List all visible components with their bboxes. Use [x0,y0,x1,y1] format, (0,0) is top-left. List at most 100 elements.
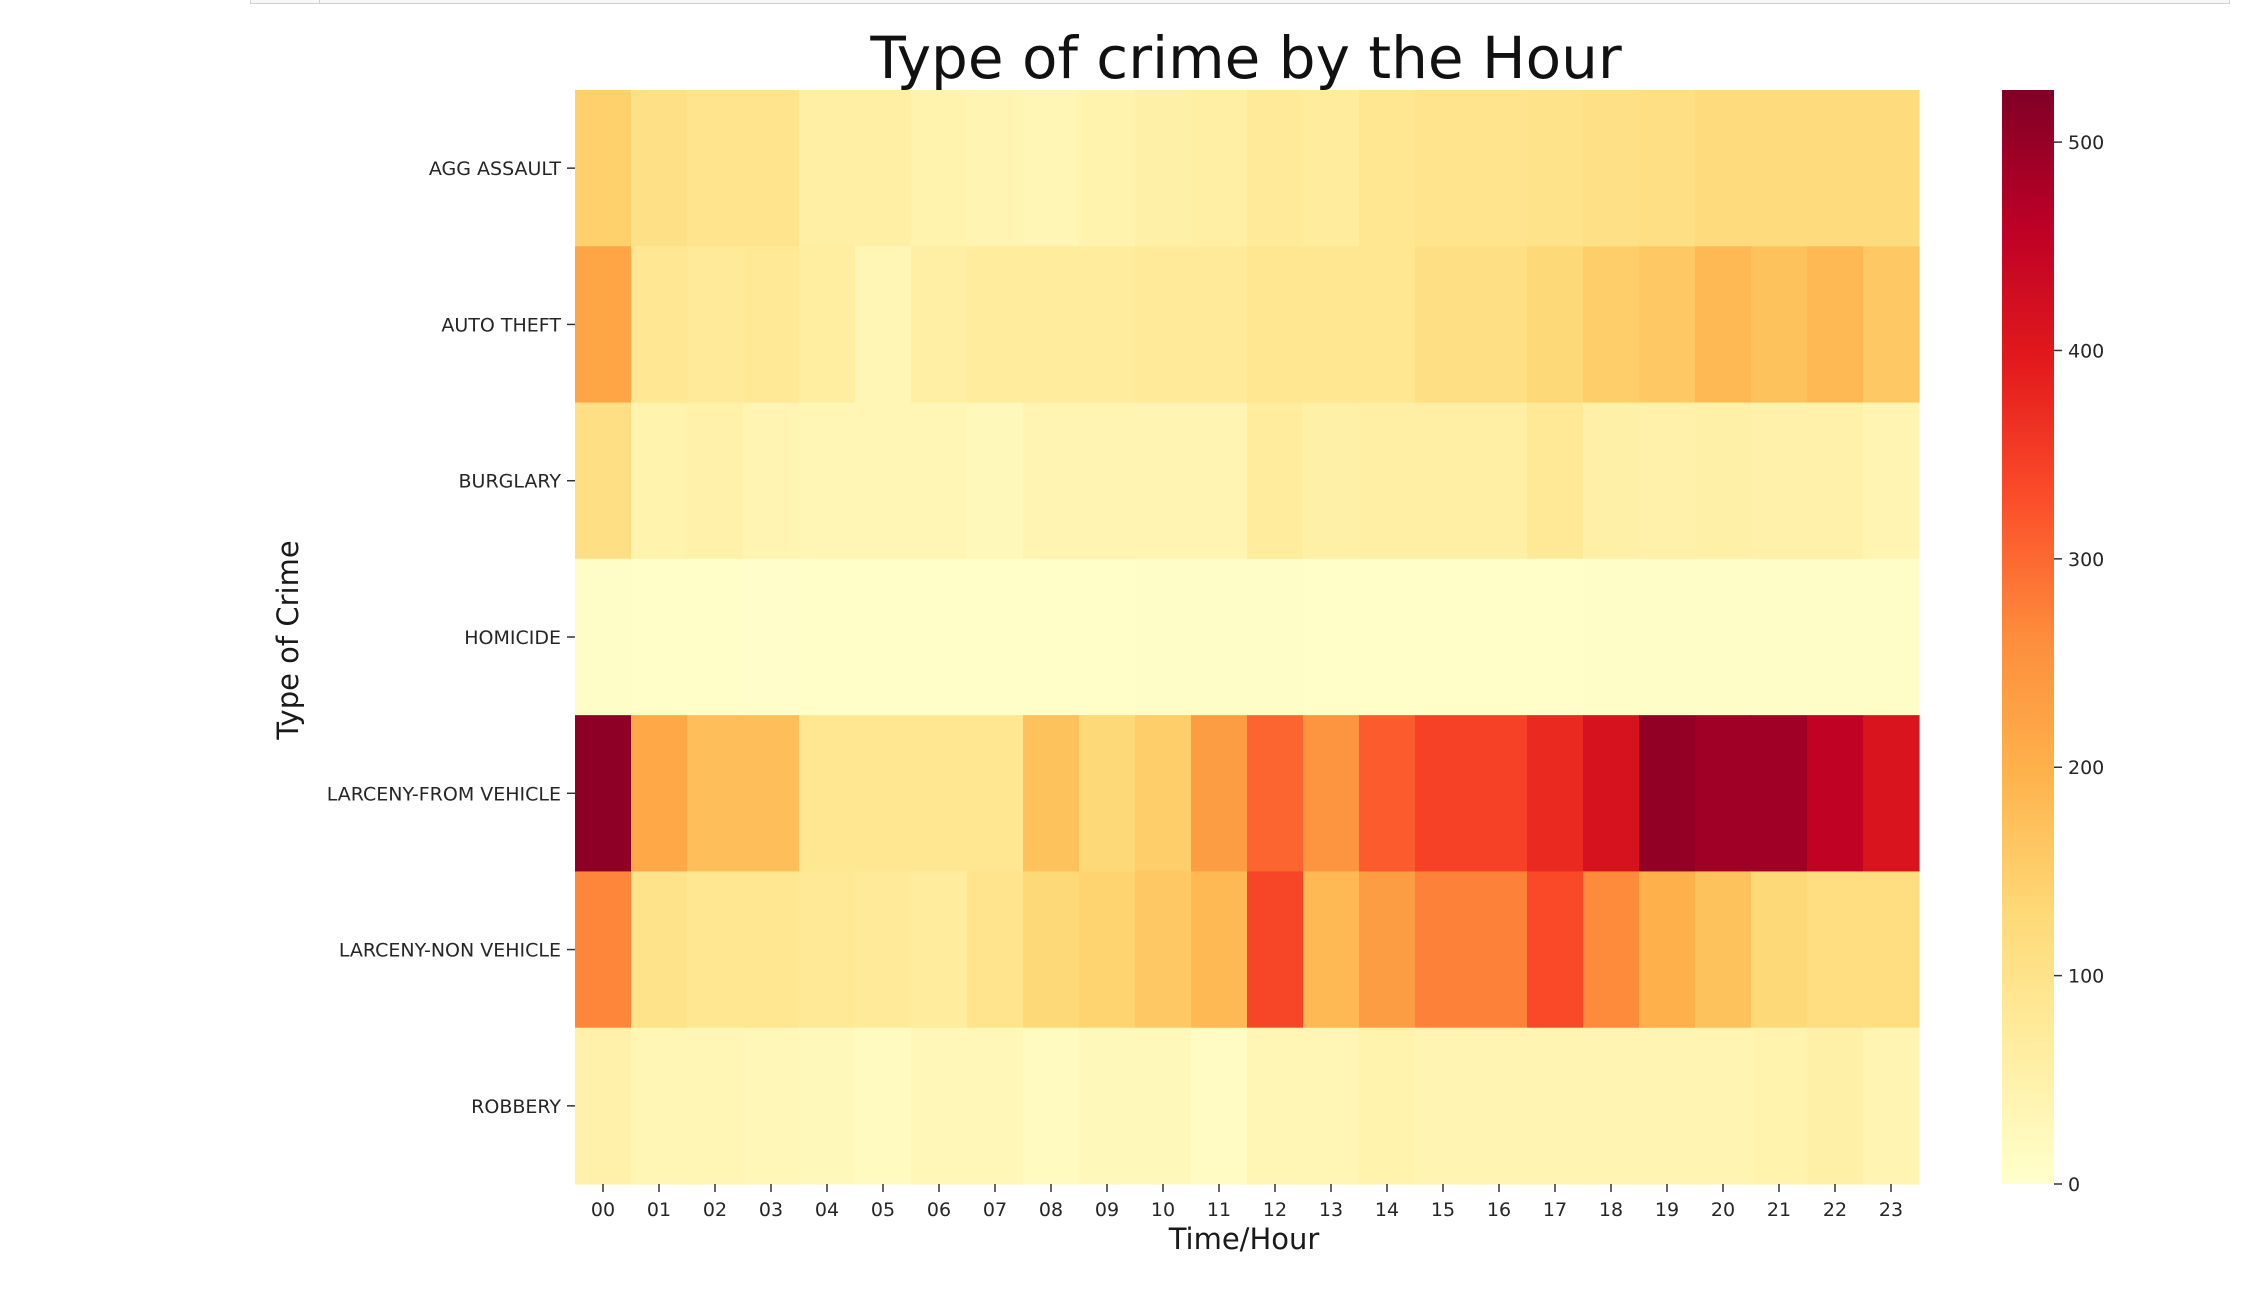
heatmap-cell-5-6 [911,871,968,1029]
heatmap-cell-3-18 [1583,558,1640,716]
heatmap-cell-2-17 [1527,402,1584,560]
heatmap-cell-1-8 [1023,246,1080,404]
heatmap-cell-2-3 [743,402,800,560]
heatmap-cell-4-6 [911,715,968,873]
heatmap-cell-5-14 [1359,871,1416,1029]
heatmap-cell-5-16 [1471,871,1528,1029]
y-tick-label: AUTO THEFT [441,314,561,336]
heatmap-cell-4-15 [1415,715,1472,873]
heatmap-cell-6-23 [1863,1027,1920,1185]
heatmap-cell-0-16 [1471,90,1528,247]
heatmap-cell-3-23 [1863,558,1920,716]
heatmap-cell-2-16 [1471,402,1528,560]
y-tick-label: ROBBERY [471,1096,561,1118]
heatmap-cell-1-4 [799,246,856,404]
heatmap-cell-3-17 [1527,558,1584,716]
x-tick-label: 10 [1151,1199,1175,1221]
colorbar-ticks: 0 100 200 300 400 500 [2054,132,2104,1196]
heatmap-cell-5-17 [1527,871,1584,1029]
heatmap-cell-0-17 [1527,90,1584,247]
heatmap-cell-5-8 [1023,871,1080,1029]
x-tick-label: 00 [591,1199,615,1221]
heatmap-cell-5-11 [1191,871,1248,1029]
heatmap-cell-6-6 [911,1027,968,1185]
heatmap-cell-2-11 [1191,402,1248,560]
heatmap-cell-2-8 [1023,402,1080,560]
heatmap-cell-5-20 [1695,871,1752,1029]
heatmap-cell-6-13 [1303,1027,1360,1185]
heatmap-cell-6-22 [1807,1027,1864,1185]
heatmap-cell-1-2 [687,246,744,404]
heatmap-cell-5-19 [1639,871,1696,1029]
heatmap-cell-2-21 [1751,402,1808,560]
heatmap-cell-6-16 [1471,1027,1528,1185]
heatmap-cell-2-12 [1247,402,1304,560]
colorbar [2002,90,2054,1184]
heatmap-cell-1-20 [1695,246,1752,404]
heatmap-cell-5-23 [1863,871,1920,1029]
heatmap-cell-3-14 [1359,558,1416,716]
heatmap-cell-6-3 [743,1027,800,1185]
heatmap-cell-2-13 [1303,402,1360,560]
x-tick-label: 18 [1599,1199,1623,1221]
heatmap-cells [575,90,1920,1185]
heatmap-cell-6-12 [1247,1027,1304,1185]
heatmap-cell-4-21 [1751,715,1808,873]
heatmap-cell-4-20 [1695,715,1752,873]
x-tick-label: 06 [927,1199,951,1221]
heatmap-cell-5-3 [743,871,800,1029]
heatmap-cell-3-21 [1751,558,1808,716]
heatmap-cell-1-23 [1863,246,1920,404]
heatmap-cell-6-20 [1695,1027,1752,1185]
heatmap-cell-6-14 [1359,1027,1416,1185]
x-tick-label: 04 [815,1199,839,1221]
heatmap-cell-1-13 [1303,246,1360,404]
heatmap-cell-0-20 [1695,90,1752,247]
x-axis-label: Time/Hour [1168,1222,1320,1256]
x-tick-label: 23 [1879,1199,1903,1221]
colorbar-tick-label: 200 [2068,757,2104,779]
heatmap-cell-4-5 [855,715,912,873]
x-tick-label: 16 [1487,1199,1511,1221]
heatmap-cell-5-4 [799,871,856,1029]
heatmap-cell-6-17 [1527,1027,1584,1185]
heatmap-cell-1-9 [1079,246,1136,404]
heatmap-cell-6-21 [1751,1027,1808,1185]
heatmap-cell-3-0 [575,558,632,716]
heatmap-cell-4-10 [1135,715,1192,873]
heatmap-cell-5-0 [575,871,632,1029]
heatmap-cell-3-11 [1191,558,1248,716]
heatmap-cell-6-15 [1415,1027,1472,1185]
x-tick-label: 11 [1207,1199,1231,1221]
heatmap-cell-1-15 [1415,246,1472,404]
heatmap-cell-4-11 [1191,715,1248,873]
y-tick-label: AGG ASSAULT [429,158,561,180]
heatmap-cell-3-7 [967,558,1024,716]
heatmap-cell-1-14 [1359,246,1416,404]
colorbar-tick-label: 300 [2068,549,2104,571]
heatmap-cell-0-4 [799,90,856,247]
x-tick-label: 09 [1095,1199,1119,1221]
heatmap-cell-3-8 [1023,558,1080,716]
heatmap-cell-6-7 [967,1027,1024,1185]
heatmap-cell-4-18 [1583,715,1640,873]
heatmap-cell-5-1 [631,871,688,1029]
heatmap-cell-1-12 [1247,246,1304,404]
heatmap-cell-5-9 [1079,871,1136,1029]
heatmap-cell-4-12 [1247,715,1304,873]
heatmap-cell-4-9 [1079,715,1136,873]
heatmap-cell-6-2 [687,1027,744,1185]
heatmap-cell-6-18 [1583,1027,1640,1185]
heatmap-cell-3-2 [687,558,744,716]
y-axis-ticks: AGG ASSAULT AUTO THEFT BURGLARY HOMICIDE LAR… [327,158,575,1118]
x-tick-label: 14 [1375,1199,1399,1221]
heatmap-cell-0-15 [1415,90,1472,247]
x-tick-label: 19 [1655,1199,1679,1221]
heatmap-cell-0-14 [1359,90,1416,247]
heatmap-cell-6-4 [799,1027,856,1185]
heatmap-cell-4-22 [1807,715,1864,873]
heatmap-cell-3-1 [631,558,688,716]
x-tick-label: 02 [703,1199,727,1221]
heatmap-cell-4-17 [1527,715,1584,873]
